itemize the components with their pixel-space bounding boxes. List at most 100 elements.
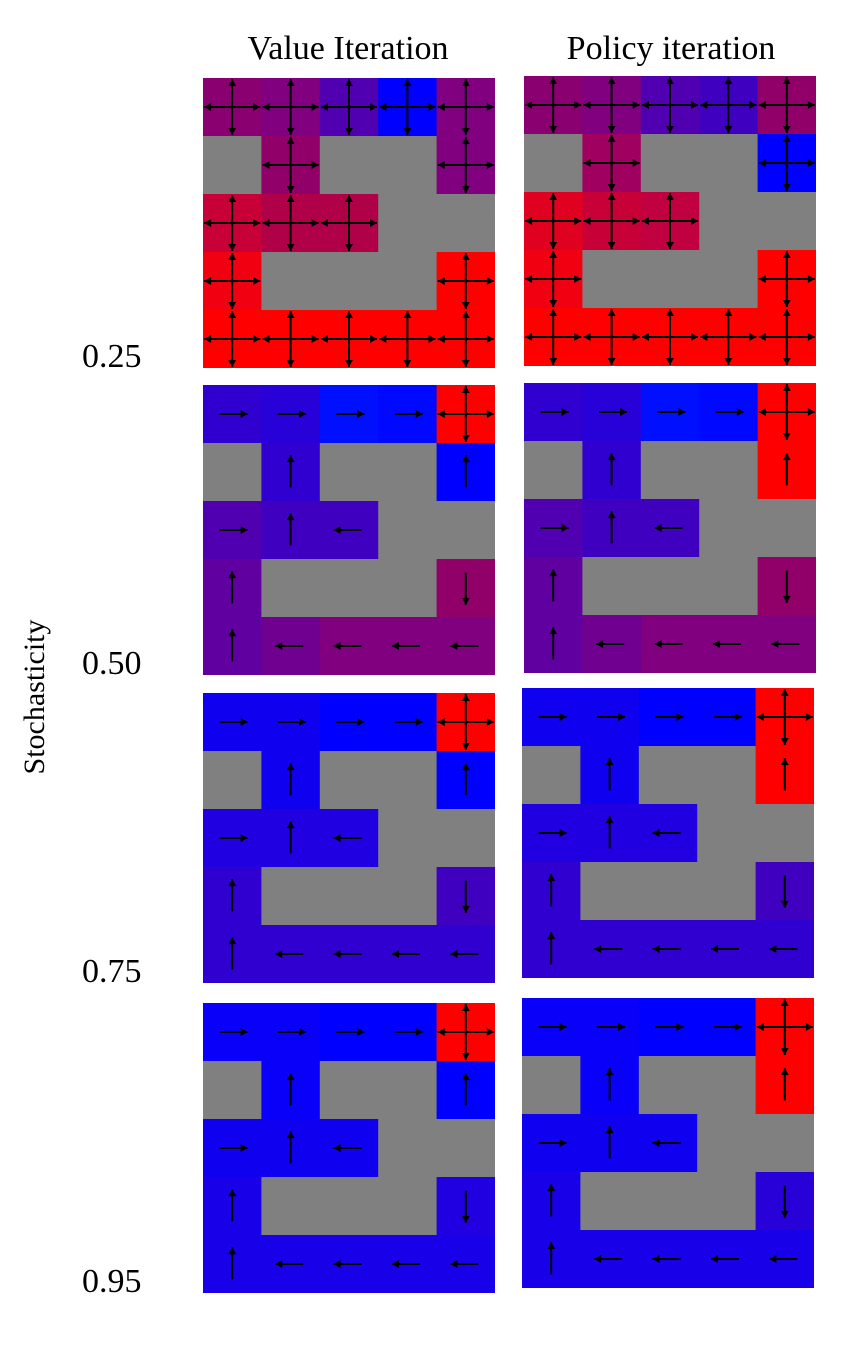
arrow-left-icon: [437, 410, 466, 418]
wall-cell: [319, 867, 379, 926]
arrow-up-icon: [228, 571, 237, 604]
arrow-down-icon: [286, 339, 295, 368]
wall-cell: [378, 809, 438, 868]
arrow-left-icon: [437, 161, 466, 169]
arrow-down-icon: [549, 105, 558, 134]
arrow-right-icon: [538, 829, 567, 837]
arrow-left-icon: [756, 1023, 785, 1031]
arrow-left-icon: [594, 1255, 623, 1263]
wall-cell: [436, 1119, 495, 1178]
arrow-up-icon: [461, 763, 470, 796]
arrow-right-icon: [611, 159, 640, 167]
arrow-down-icon: [345, 339, 353, 368]
arrow-up-icon: [547, 1242, 556, 1275]
arrow-down-icon: [345, 107, 353, 136]
wall-cell: [319, 1061, 379, 1120]
arrow-right-icon: [596, 713, 626, 721]
arrow-up-icon: [605, 1068, 614, 1101]
arrow-up-icon: [607, 308, 616, 337]
grid-panel-policy-iteration-0-95: [522, 998, 814, 1288]
arrow-left-icon: [583, 333, 612, 341]
arrow-right-icon: [655, 713, 684, 721]
wall-cell: [378, 751, 438, 810]
arrow-right-icon: [713, 1023, 742, 1031]
arrow-left-icon: [583, 101, 612, 109]
arrow-down-icon: [782, 279, 791, 308]
arrow-left-icon: [320, 219, 349, 227]
arrow-up-icon: [461, 455, 470, 488]
arrow-left-icon: [769, 945, 798, 953]
arrow-down-icon: [724, 105, 733, 134]
arrow-left-icon: [437, 277, 466, 285]
grid-world-svg: [203, 78, 495, 368]
wall-cell: [640, 441, 700, 500]
arrow-right-icon: [670, 217, 699, 225]
arrow-right-icon: [232, 335, 261, 343]
arrow-left-icon: [641, 101, 670, 109]
arrow-right-icon: [465, 1028, 494, 1036]
arrow-right-icon: [349, 219, 378, 227]
wall-cell: [378, 443, 438, 502]
arrow-down-icon: [607, 163, 616, 192]
arrow-up-icon: [461, 385, 470, 414]
wall-cell: [697, 1172, 757, 1231]
arrow-down-icon: [782, 337, 791, 366]
arrow-up-icon: [724, 76, 733, 105]
arrow-up-icon: [666, 192, 674, 221]
grid-panel-value-iteration-0-25: [203, 78, 495, 368]
arrow-left-icon: [712, 640, 742, 648]
arrow-left-icon: [771, 640, 800, 648]
wall-cell: [638, 862, 698, 921]
arrow-right-icon: [784, 1023, 813, 1031]
arrow-left-icon: [450, 642, 479, 650]
arrow-right-icon: [349, 335, 378, 343]
arrow-up-icon: [286, 310, 295, 339]
grid-world-svg: [203, 385, 495, 675]
arrow-up-icon: [549, 627, 558, 660]
arrow-left-icon: [654, 524, 683, 532]
arrow-down-icon: [782, 163, 791, 192]
wall-cell: [378, 1061, 438, 1120]
arrow-left-icon: [594, 945, 623, 953]
wall-cell: [697, 862, 757, 921]
wall-cell: [319, 136, 379, 195]
arrow-up-icon: [782, 383, 791, 412]
y-axis-title: Stochasticity: [18, 619, 51, 775]
arrow-up-icon: [286, 513, 295, 546]
arrow-left-icon: [275, 642, 304, 650]
arrow-right-icon: [538, 713, 567, 721]
wall-cell: [378, 867, 438, 926]
arrow-left-icon: [641, 217, 670, 225]
arrow-up-icon: [461, 136, 470, 165]
arrow-down-icon: [461, 107, 470, 136]
arrow-up-icon: [228, 194, 237, 223]
wall-cell: [261, 867, 321, 926]
arrow-right-icon: [407, 103, 436, 111]
arrow-down-icon: [607, 337, 616, 366]
arrow-down-icon: [461, 1032, 470, 1061]
wall-cell: [436, 501, 495, 560]
arrow-up-icon: [782, 308, 791, 337]
arrow-right-icon: [465, 161, 494, 169]
wall-cell: [524, 134, 583, 193]
arrow-right-icon: [540, 408, 569, 416]
arrow-down-icon: [286, 223, 295, 252]
arrow-left-icon: [758, 159, 787, 167]
row-label-0-75: 0.75: [82, 953, 142, 990]
arrow-up-icon: [549, 250, 558, 279]
wall-cell: [319, 559, 379, 618]
arrow-up-icon: [286, 821, 295, 854]
arrow-left-icon: [710, 1255, 740, 1263]
wall-cell: [699, 557, 759, 616]
arrow-left-icon: [333, 834, 362, 842]
arrow-left-icon: [437, 335, 466, 343]
arrow-up-icon: [549, 192, 558, 221]
arrow-right-icon: [670, 333, 699, 341]
arrow-right-icon: [538, 1139, 567, 1147]
arrow-down-icon: [286, 107, 295, 136]
arrow-down-icon: [780, 1185, 789, 1218]
arrow-up-icon: [461, 78, 470, 107]
wall-cell: [319, 252, 379, 311]
arrow-right-icon: [336, 718, 365, 726]
arrow-right-icon: [465, 718, 494, 726]
